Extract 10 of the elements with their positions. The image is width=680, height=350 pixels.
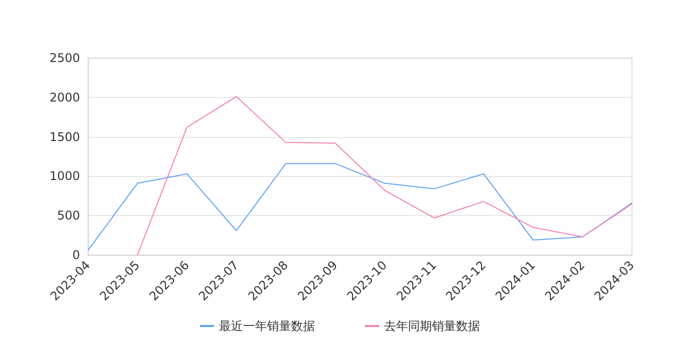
y-tick-label: 1500	[49, 130, 80, 144]
y-tick-label: 500	[57, 208, 80, 223]
legend-label: 去年同期销量数据	[384, 319, 480, 333]
y-tick-label: 0	[72, 248, 80, 262]
line-series	[88, 163, 632, 251]
y-tick-label: 2000	[49, 90, 80, 104]
line-series	[136, 96, 632, 256]
y-tick-label: 2500	[49, 51, 80, 65]
y-tick-label: 1000	[49, 169, 80, 184]
legend-label: 最近一年销量数据	[219, 319, 315, 333]
